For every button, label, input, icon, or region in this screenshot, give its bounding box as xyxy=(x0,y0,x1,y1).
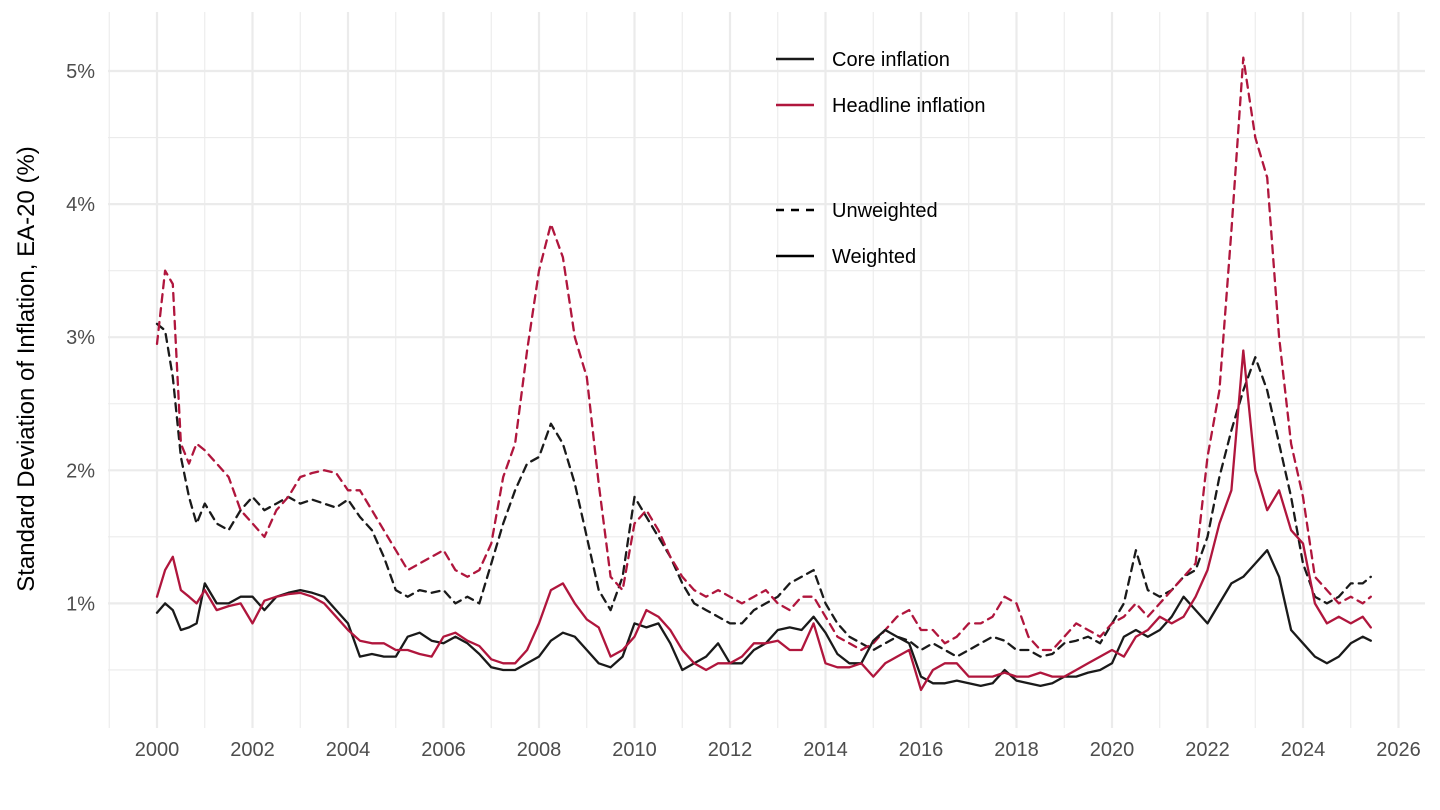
x-tick-label: 2004 xyxy=(326,739,371,761)
series-lines xyxy=(155,56,1372,692)
x-tick-label: 2010 xyxy=(612,739,657,761)
x-axis-tick-labels: 2000 2002 2004 2006 2008 2010 2012 2014 2016 2018… xyxy=(135,739,1421,761)
legend-item-weighted: Weighted xyxy=(776,246,916,268)
legend-label-unweighted: Unweighted xyxy=(832,200,938,222)
x-tick-label: 2016 xyxy=(899,739,944,761)
legend-item-core-inflation: Core inflation xyxy=(776,49,950,71)
x-tick-label: 2024 xyxy=(1281,739,1326,761)
series-line-headline-inflation-unweighted xyxy=(155,56,1372,652)
y-tick-label: 2% xyxy=(66,460,95,482)
x-tick-label: 2018 xyxy=(994,739,1039,761)
y-tick-label: 3% xyxy=(66,327,95,349)
y-axis-title: Standard Deviation of Inflation, EA-20 (… xyxy=(13,146,40,592)
y-tick-label: 4% xyxy=(66,194,95,216)
x-tick-label: 2006 xyxy=(421,739,466,761)
x-tick-label: 2000 xyxy=(135,739,180,761)
x-tick-label: 2014 xyxy=(803,739,848,761)
legend-item-headline-inflation: Headline inflation xyxy=(776,95,985,117)
x-tick-label: 2008 xyxy=(517,739,562,761)
legend-label-weighted: Weighted xyxy=(832,246,916,268)
legend-item-unweighted: Unweighted xyxy=(776,200,938,222)
legend-label-headline-inflation: Headline inflation xyxy=(832,95,985,117)
y-tick-label: 1% xyxy=(66,593,95,615)
x-tick-label: 2012 xyxy=(708,739,753,761)
grid xyxy=(108,12,1425,728)
y-axis-tick-labels: 1% 2% 3% 4% 5% xyxy=(66,61,95,615)
x-tick-label: 2002 xyxy=(230,739,275,761)
x-tick-label: 2026 xyxy=(1376,739,1421,761)
x-tick-label: 2022 xyxy=(1185,739,1230,761)
y-tick-label: 5% xyxy=(66,61,95,83)
x-tick-label: 2020 xyxy=(1090,739,1135,761)
series-line-headline-inflation-weighted xyxy=(155,349,1372,692)
series-line-core-inflation-unweighted xyxy=(155,322,1372,658)
legend: Core inflation Headline inflation Unweig… xyxy=(776,49,985,268)
legend-label-core-inflation: Core inflation xyxy=(832,49,950,71)
